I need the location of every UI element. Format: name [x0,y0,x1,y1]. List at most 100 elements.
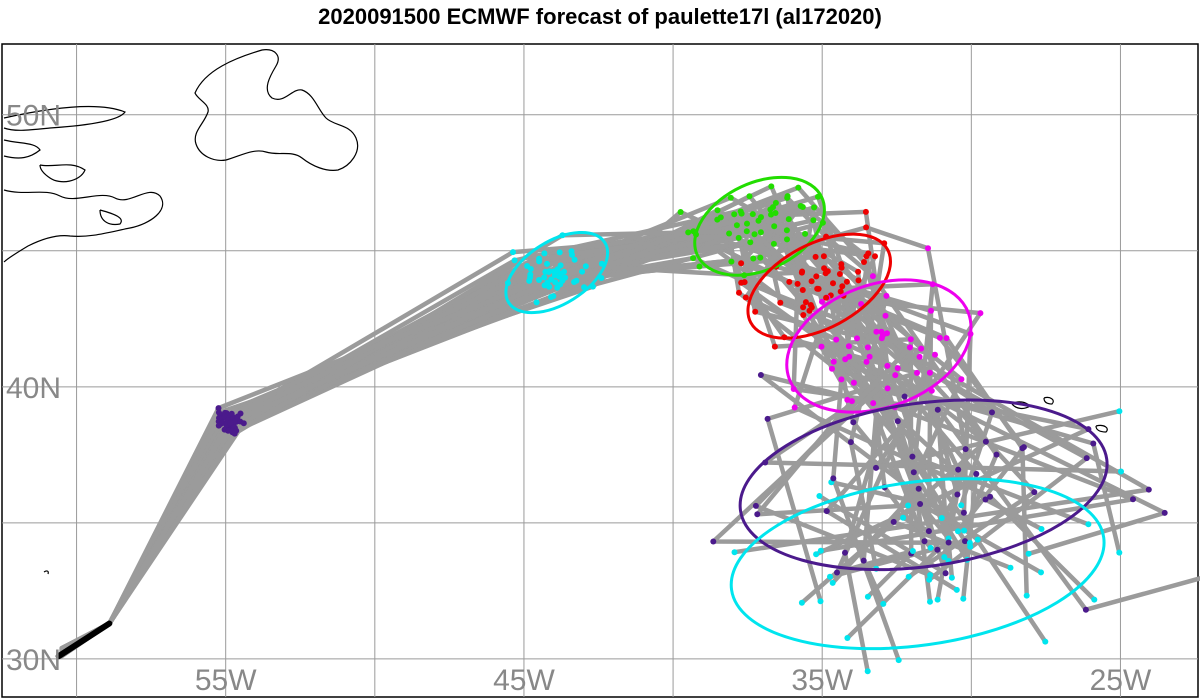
forecast-position-dot [510,249,516,256]
forecast-position-dot [925,528,932,535]
forecast-position-dot [569,251,575,258]
forecast-position-dot [1023,592,1030,599]
forecast-position-dot [921,538,928,545]
forecast-position-dot [541,250,548,257]
forecast-position-dot [747,239,754,246]
axis-labels: 55W 45W 35W 25W 50N 40N 30N [6,100,1152,697]
forecast-position-dot [895,657,902,664]
forecast-position-dot [819,298,825,305]
forecast-position-dot [865,250,872,257]
forecast-position-dot [714,207,721,214]
forecast-position-dot [905,573,912,580]
forecast-position-dot [872,253,878,260]
forecast-position-dot [830,475,837,482]
forecast-position-dot [548,294,554,300]
forecast-position-dot [1020,444,1027,451]
forecast-position-dot [934,546,941,553]
forecast-position-dot [869,273,876,280]
forecast-position-dot [829,579,836,586]
map-title: 2020091500 ECMWF forecast of paulette17l… [318,4,882,29]
forecast-position-dot [958,502,965,509]
forecast-position-dot [771,223,778,230]
forecast-position-dot [880,600,887,607]
forecast-position-dot [958,376,965,383]
forecast-position-dot [943,335,950,342]
forecast-position-dot [791,404,798,411]
forecast-position-dot [906,344,913,351]
forecast-position-dot [536,255,543,262]
forecast-position-dot [806,307,813,314]
forecast-position-dot [768,211,774,218]
forecast-position-dot [526,277,533,284]
forecast-position-dot [827,573,833,580]
forecast-position-dot [710,538,717,545]
spread-ellipse [785,278,973,414]
forecast-position-dot [511,257,518,264]
forecast-position-dot [808,278,815,285]
forecast-position-dot [1118,468,1124,475]
forecast-position-dot [757,372,764,378]
forecast-position-dot [750,255,757,262]
forecast-position-dot [870,400,877,407]
forecast-position-dot [770,240,777,247]
forecast-position-dot [795,184,802,191]
forecast-position-dot [860,557,867,564]
forecast-position-dot [746,193,753,200]
forecast-position-dot [993,451,1000,458]
forecast-position-dot [962,538,968,545]
forecast-position-dot [541,274,548,281]
forecast-position-dot [785,216,792,223]
forecast-position-dot [966,539,973,546]
forecast-position-dot [982,496,989,503]
forecast-position-dot [883,292,890,299]
forecast-position-dot [973,470,980,477]
forecast-position-dot [846,353,853,360]
forecast-position-dot [830,358,837,365]
forecast-position-dot [571,279,578,285]
forecast-position-dot [731,549,738,556]
forecast-position-dot [834,569,840,576]
forecast-position-dot [844,635,851,641]
forecast-position-dot [861,259,867,265]
coastline [3,49,1108,575]
forecast-position-dot [901,393,908,400]
forecast-position-dot [866,353,873,360]
forecast-position-dot [927,598,933,605]
forecast-position-dot [817,547,824,554]
forecast-position-dot [934,406,941,413]
forecast-position-dot [786,278,793,285]
forecast-position-dot [741,279,748,286]
forecast-position-dot [240,420,247,427]
forecast-position-dot [837,288,844,295]
forecast-position-dot [960,595,967,602]
forecast-position-dot [863,358,870,365]
forecast-position-dot [843,278,850,285]
forecast-position-dot [690,255,697,262]
forecast-position-dot [955,528,961,535]
forecast-position-dot [836,271,843,277]
forecast-position-dot [932,351,938,358]
forecast-position-dot [758,214,764,221]
forecast-position-dot [842,549,848,556]
forecast-position-dot [738,260,745,267]
forecast-position-dot [873,464,879,471]
forecast-position-dot [1083,455,1090,462]
forecast-position-dot [884,362,891,369]
forecast-position-dot [1007,564,1014,571]
forecast-position-dot [536,277,542,283]
forecast-position-dot [802,299,809,306]
forecast-position-dot [907,336,914,343]
observed-track [55,620,113,660]
lon-label: 35W [791,664,853,697]
forecast-position-dot [1116,408,1123,415]
forecast-position-dot [882,312,889,319]
forecast-position-dot [862,208,869,215]
forecast-position-dot [527,266,534,272]
forecast-position-dot [855,268,862,275]
forecast-position-dot [820,253,827,260]
forecast-position-dot [677,209,684,215]
forecast-position-dot [905,502,912,509]
forecast-position-dot [714,216,721,223]
forecast-position-dot [848,398,855,405]
